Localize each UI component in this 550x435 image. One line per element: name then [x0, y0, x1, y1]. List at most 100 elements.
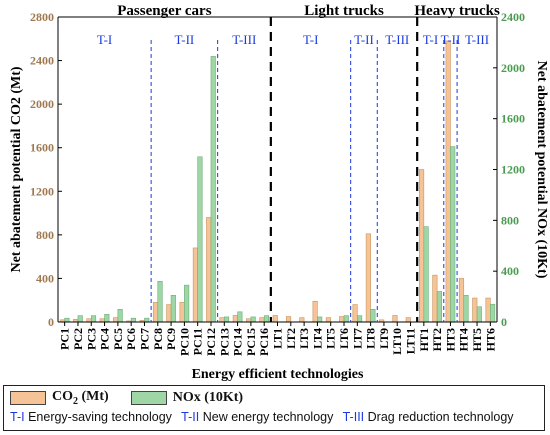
legend-series-row: CO2 (Mt) NOx (10Kt) — [10, 389, 265, 407]
x-label-ht6: HT6 — [483, 328, 497, 351]
bar-nox-pc6 — [130, 317, 136, 323]
bar-co2-ht2 — [432, 274, 438, 323]
legend-code-t3: T-III — [342, 410, 365, 424]
x-label-lt10: LT10 — [390, 328, 404, 355]
legend-text-t1: Energy-saving technology — [28, 410, 172, 424]
bar-nox-pc8 — [157, 281, 163, 323]
bar-co2-pc12 — [206, 217, 212, 323]
bar-co2-lt7 — [352, 304, 358, 323]
x-label-pc12: PC12 — [204, 328, 218, 356]
x-axis-title: Energy efficient technologies — [192, 367, 364, 382]
bar-nox-pc15 — [250, 316, 256, 323]
bar-nox-ht6 — [490, 303, 496, 323]
x-label-lt7: LT7 — [350, 328, 364, 349]
group-title-2: Heavy trucks — [414, 3, 500, 19]
tick-label-right-2000: 2000 — [501, 61, 525, 75]
tick-label-left-2000: 2000 — [30, 97, 54, 111]
stage-label-5: T-III — [385, 32, 409, 47]
legend-stage-row: T-I Energy-saving technology T-II New en… — [10, 410, 520, 424]
bar-nox-ht1 — [423, 226, 429, 323]
bar-nox-pc16 — [263, 315, 270, 323]
legend-text-t2: New energy technology — [202, 410, 334, 424]
bar-nox-ht4 — [463, 295, 469, 323]
bar-co2-ht1 — [419, 169, 425, 323]
x-label-ht5: HT5 — [470, 328, 484, 351]
x-label-ht3: HT3 — [443, 328, 457, 351]
x-label-pc11: PC11 — [191, 328, 205, 355]
x-label-pc6: PC6 — [124, 328, 138, 350]
bar-nox-lt8 — [370, 308, 376, 323]
stage-label-0: T-I — [97, 32, 112, 47]
stage-label-3: T-I — [303, 32, 318, 47]
tick-label-left-800: 800 — [36, 228, 54, 242]
bar-nox-pc3 — [90, 315, 97, 323]
bar-co2-pc16 — [259, 317, 265, 323]
x-label-ht4: HT4 — [457, 328, 471, 351]
bar-co2-ht3 — [445, 40, 451, 323]
bar-co2-pc13 — [219, 317, 225, 323]
bar-nox-pc9 — [170, 295, 176, 323]
x-label-pc10: PC10 — [177, 328, 191, 356]
bar-co2-lt8 — [365, 233, 371, 323]
bar-co2-ht5 — [472, 297, 478, 323]
tick-label-right-1600: 1600 — [501, 112, 525, 126]
bar-co2-lt3 — [299, 317, 305, 323]
x-label-pc2: PC2 — [71, 328, 85, 350]
bar-co2-lt10 — [392, 315, 398, 323]
bar-nox-pc4 — [104, 314, 110, 323]
tick-label-left-2800: 2800 — [30, 10, 54, 24]
stage-label-4: T-II — [354, 32, 374, 47]
stage-label-8: T-III — [465, 32, 489, 47]
bar-nox-pc5 — [117, 308, 123, 323]
x-label-pc5: PC5 — [111, 328, 125, 350]
x-label-ht2: HT2 — [430, 328, 444, 351]
tick-label-right-0: 0 — [501, 315, 507, 329]
bar-co2-lt1 — [272, 315, 278, 323]
bar-nox-pc11 — [197, 156, 203, 323]
x-label-lt11: LT11 — [404, 328, 418, 354]
tick-label-right-1200: 1200 — [501, 163, 525, 177]
y-axis-right-title: Net abatement potential NOx (10Kt) — [534, 61, 549, 279]
stage-label-1: T-II — [175, 32, 195, 47]
stage-label-2: T-III — [232, 32, 256, 47]
bar-nox-pc2 — [77, 315, 83, 323]
bar-co2-pc14 — [232, 315, 238, 323]
x-label-pc8: PC8 — [151, 328, 165, 350]
bar-nox-pc10 — [184, 284, 190, 323]
x-label-pc14: PC14 — [231, 328, 245, 356]
bar-co2-ht6 — [485, 297, 491, 323]
tick-label-right-800: 800 — [501, 213, 519, 227]
x-label-lt8: LT8 — [364, 328, 378, 349]
x-label-pc3: PC3 — [84, 328, 98, 350]
x-label-pc16: PC16 — [257, 328, 271, 356]
bar-nox-lt4 — [317, 316, 323, 323]
group-title-1: Light trucks — [304, 3, 384, 19]
bar-co2-pc10 — [179, 302, 185, 323]
tick-label-left-0: 0 — [48, 315, 54, 329]
legend-swatch-co2 — [10, 391, 46, 405]
x-label-lt9: LT9 — [377, 328, 391, 349]
x-label-pc4: PC4 — [98, 328, 112, 350]
x-label-lt6: LT6 — [337, 328, 351, 349]
bar-co2-ht4 — [458, 278, 465, 323]
bar-nox-lt7 — [357, 315, 363, 323]
bar-nox-ht3 — [450, 146, 456, 323]
bar-co2-pc5 — [113, 317, 119, 323]
bar-nox-ht2 — [436, 291, 442, 323]
tick-label-right-400: 400 — [501, 264, 519, 278]
bar-nox-lt6 — [343, 315, 349, 323]
bar-nox-pc1 — [64, 317, 70, 323]
group-title-0: Passenger cars — [117, 3, 211, 19]
y-axis-left-title: Net abatement potential CO2 (Mt) — [9, 66, 24, 272]
legend-code-t1: T-I — [10, 410, 25, 424]
bar-co2-lt5 — [325, 317, 332, 323]
bar-co2-lt11 — [405, 317, 411, 323]
x-label-pc15: PC15 — [244, 328, 258, 356]
bar-co2-lt2 — [285, 316, 292, 323]
bar-nox-ht5 — [476, 306, 482, 323]
legend-label-nox: NOx (10Kt) — [172, 390, 244, 405]
x-label-lt3: LT3 — [297, 328, 311, 349]
legend: CO2 (Mt) NOx (10Kt) T-I Energy-saving te… — [3, 385, 545, 431]
x-label-lt4: LT4 — [310, 328, 324, 349]
